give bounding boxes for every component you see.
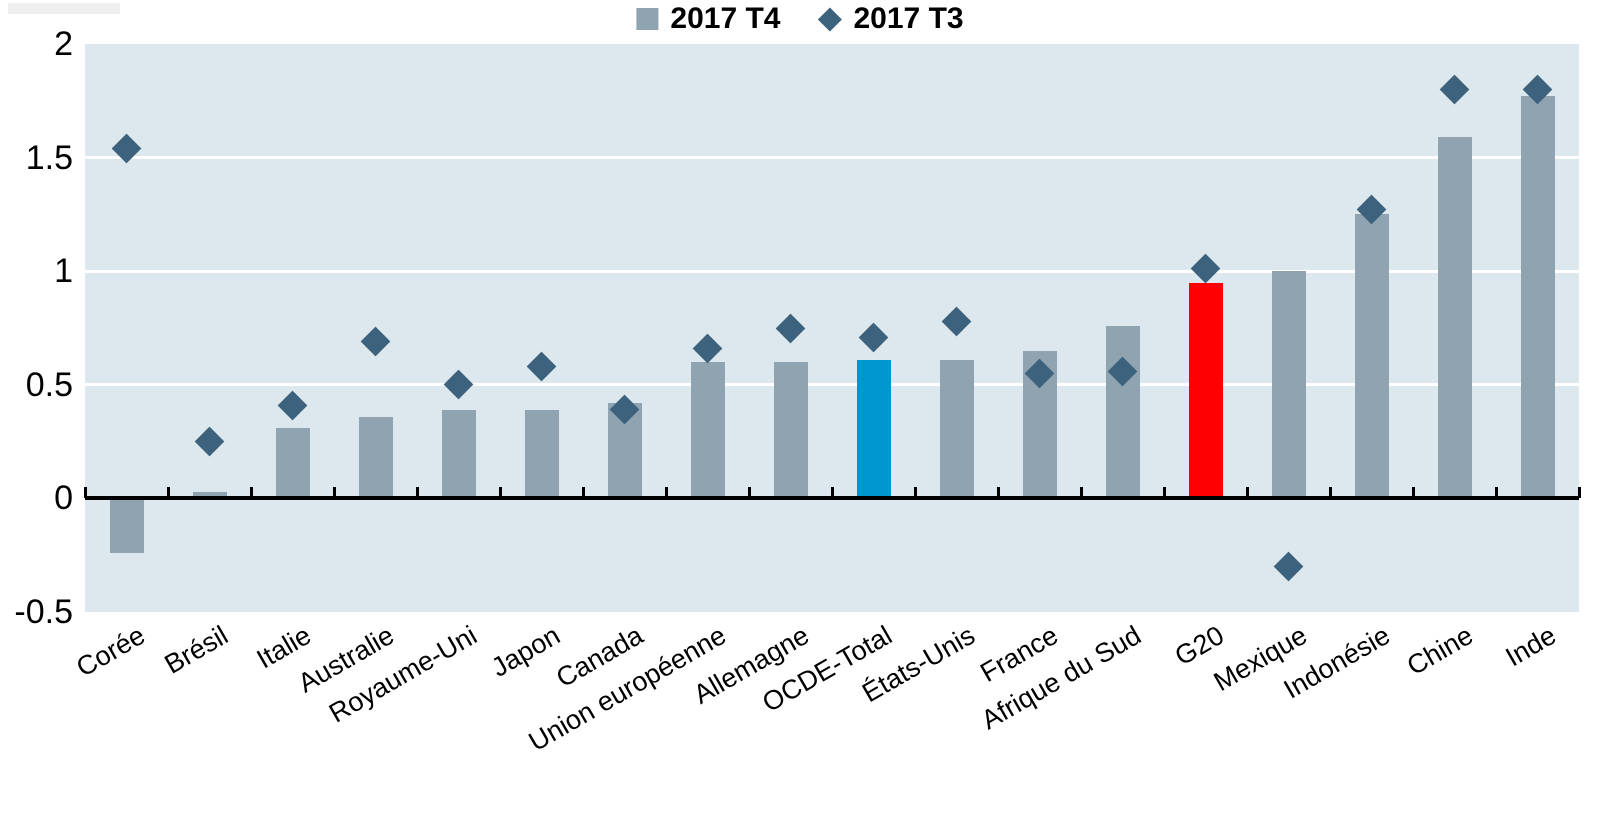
bar-Corée (109, 498, 144, 553)
x-axis-tick (581, 487, 585, 499)
gridline (85, 383, 1579, 387)
y-axis-tick-label: 1.5 (25, 138, 73, 177)
x-axis-tick (415, 487, 419, 499)
gdp-growth-chart: 2017 T4 2017 T3 2 1.5 1 0.5 0 -0.5 Corée Brésil… (8, 2, 1581, 757)
x-axis-tick (1494, 487, 1498, 499)
x-axis-tick (1411, 487, 1415, 499)
x-axis-tick (166, 487, 170, 499)
y-axis-tick-label: -0.5 (14, 593, 73, 631)
y-axis-tick-label: 2 (54, 25, 73, 63)
legend-diamond-icon (817, 6, 843, 32)
x-axis-tick (332, 487, 336, 499)
x-axis-tick (249, 487, 253, 499)
legend-label-t4: 2017 T4 (670, 2, 781, 35)
x-axis-tick (1079, 487, 1083, 499)
bar-Brésil (192, 491, 227, 499)
legend: 2017 T4 2017 T3 (636, 2, 964, 36)
bar-Allemagne (773, 362, 808, 499)
bar-Afrique du Sud (1105, 325, 1140, 499)
bar-OCDE-Total (856, 359, 891, 499)
y-axis-tick-label: 0.5 (25, 365, 73, 404)
legend-item-t3: 2017 T3 (817, 2, 964, 36)
y-axis-tick-label: 1 (54, 252, 73, 291)
gridline (85, 269, 1579, 273)
crop-artifact-smudge (8, 3, 120, 14)
x-axis-tick (1577, 487, 1581, 499)
bar-Union européenne (690, 362, 725, 499)
x-axis-tick (1245, 487, 1249, 499)
x-axis-tick (664, 487, 668, 499)
x-axis-tick (1162, 487, 1166, 499)
bar-G20 (1188, 282, 1223, 499)
bar-États-Unis (939, 359, 974, 499)
bar-Indonésie (1354, 214, 1389, 499)
x-axis-tick (830, 487, 834, 499)
x-axis-tick (996, 487, 1000, 499)
x-axis-tick (747, 487, 751, 499)
x-axis-tick (1328, 487, 1332, 499)
y-axis-tick-label: 0 (54, 479, 73, 518)
bar-Inde (1520, 96, 1555, 499)
bar-Japon (524, 409, 559, 499)
legend-item-t4: 2017 T4 (636, 2, 781, 36)
gridline (85, 156, 1579, 160)
bar-Royaume-Uni (441, 409, 476, 499)
bar-Italie (275, 427, 310, 499)
x-axis-tick (498, 487, 502, 499)
x-axis-tick (913, 487, 917, 499)
plot-area (85, 44, 1579, 612)
bar-Australie (358, 416, 393, 499)
x-axis-line (85, 496, 1579, 501)
bar-Chine (1437, 137, 1472, 499)
bar-Mexique (1271, 271, 1306, 499)
x-axis-tick (83, 487, 87, 499)
legend-square-icon (636, 8, 659, 30)
legend-label-t3: 2017 T3 (853, 2, 964, 35)
